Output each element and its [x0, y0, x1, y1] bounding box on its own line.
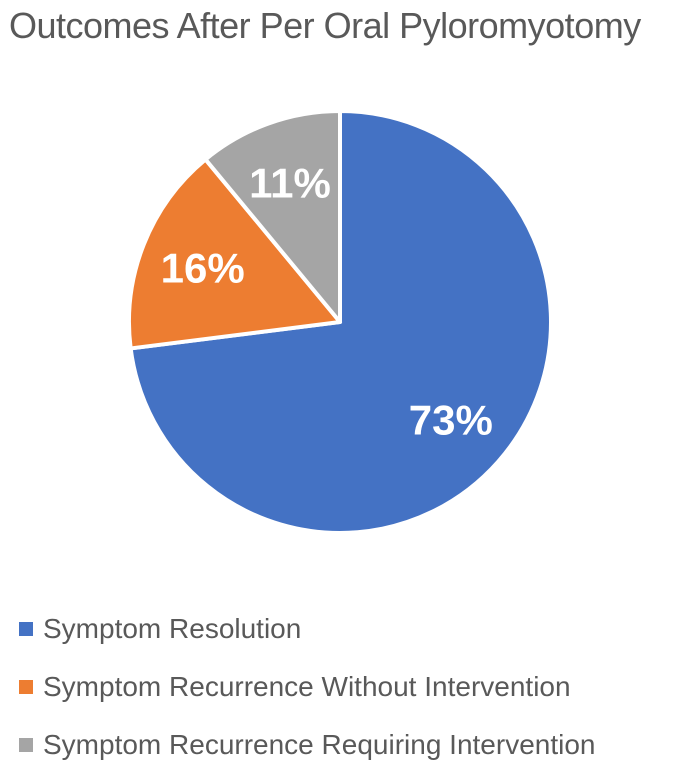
- legend-item: Symptom Recurrence Without Intervention: [19, 671, 595, 703]
- chart-title: Outcomes After Per Oral Pyloromyotomy: [9, 5, 641, 46]
- chart-legend: Symptom Resolution Symptom Recurrence Wi…: [19, 613, 595, 772]
- legend-label: Symptom Recurrence Requiring Interventio…: [43, 729, 596, 760]
- legend-swatch-orange: [19, 680, 33, 694]
- pie-data-label: 73%: [409, 396, 493, 443]
- pie-data-label: 11%: [249, 160, 331, 207]
- legend-swatch-blue: [19, 622, 33, 636]
- legend-item: Symptom Resolution: [19, 613, 595, 645]
- legend-label: Symptom Recurrence Without Intervention: [43, 671, 571, 702]
- legend-item: Symptom Recurrence Requiring Interventio…: [19, 729, 595, 761]
- legend-label: Symptom Resolution: [43, 613, 302, 644]
- pie-slice-2: [127, 157, 342, 351]
- pie-data-label: 16%: [161, 244, 245, 291]
- pie-slice-3: [203, 109, 342, 324]
- legend-swatch-gray: [19, 738, 33, 752]
